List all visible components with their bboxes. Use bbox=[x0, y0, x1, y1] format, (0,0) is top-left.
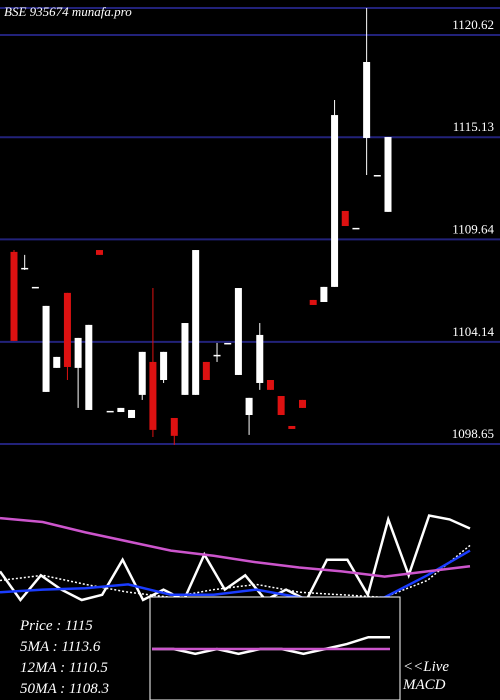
y-tick-label: 1104.14 bbox=[452, 324, 494, 339]
candle-body bbox=[170, 417, 178, 436]
candle-body bbox=[256, 334, 264, 383]
y-tick-label: 1115.13 bbox=[453, 119, 494, 134]
candle-body bbox=[10, 251, 18, 341]
candle-body bbox=[128, 409, 136, 418]
candle-body bbox=[320, 286, 328, 302]
indicator-line bbox=[0, 514, 471, 603]
y-tick-label: 1120.62 bbox=[452, 17, 494, 32]
candle-body bbox=[309, 299, 317, 305]
candle-body bbox=[95, 250, 103, 255]
candle-body bbox=[384, 137, 392, 212]
indicator-info: 5MA : 1113.6 bbox=[20, 639, 101, 655]
indicator-info: 12MA : 1110.5 bbox=[20, 660, 108, 676]
macd-label: MACD bbox=[402, 677, 446, 693]
y-tick-label: 1109.64 bbox=[452, 221, 494, 236]
candle-body bbox=[288, 425, 296, 429]
candle-body bbox=[149, 361, 157, 430]
candle-body bbox=[63, 292, 71, 367]
candle-body bbox=[224, 342, 232, 345]
candle-body bbox=[106, 410, 114, 413]
candle-body bbox=[74, 337, 82, 368]
candle-body bbox=[234, 288, 242, 375]
candle-body bbox=[31, 286, 39, 289]
candle-body bbox=[138, 351, 146, 395]
candle-body bbox=[53, 356, 61, 368]
candle-body bbox=[331, 115, 339, 287]
candle-body bbox=[181, 323, 189, 395]
y-tick-label: 1098.65 bbox=[452, 426, 494, 441]
candle-body bbox=[42, 305, 50, 392]
candle-body bbox=[202, 361, 210, 380]
candle-body bbox=[245, 397, 253, 415]
candle-body bbox=[192, 250, 200, 395]
candle-body bbox=[341, 210, 349, 227]
macd-label: <<Live bbox=[403, 659, 449, 675]
indicator-line bbox=[0, 516, 471, 578]
candle-body bbox=[363, 61, 371, 138]
candle-body bbox=[352, 227, 360, 230]
candle-body bbox=[21, 267, 29, 270]
candle-body bbox=[299, 399, 307, 408]
candle-body bbox=[117, 407, 125, 413]
candle-body bbox=[277, 396, 285, 415]
indicator-info: Price : 1115 bbox=[19, 618, 93, 634]
candle-body bbox=[213, 354, 221, 357]
chart-title: BSE 935674 munafa.pro bbox=[4, 4, 132, 19]
candle-body bbox=[373, 175, 381, 177]
indicator-info: 50MA : 1108.3 bbox=[20, 681, 109, 697]
candle-body bbox=[266, 379, 274, 390]
candle-body bbox=[85, 324, 93, 410]
indicator-line bbox=[0, 549, 471, 602]
candle-body bbox=[160, 351, 168, 380]
